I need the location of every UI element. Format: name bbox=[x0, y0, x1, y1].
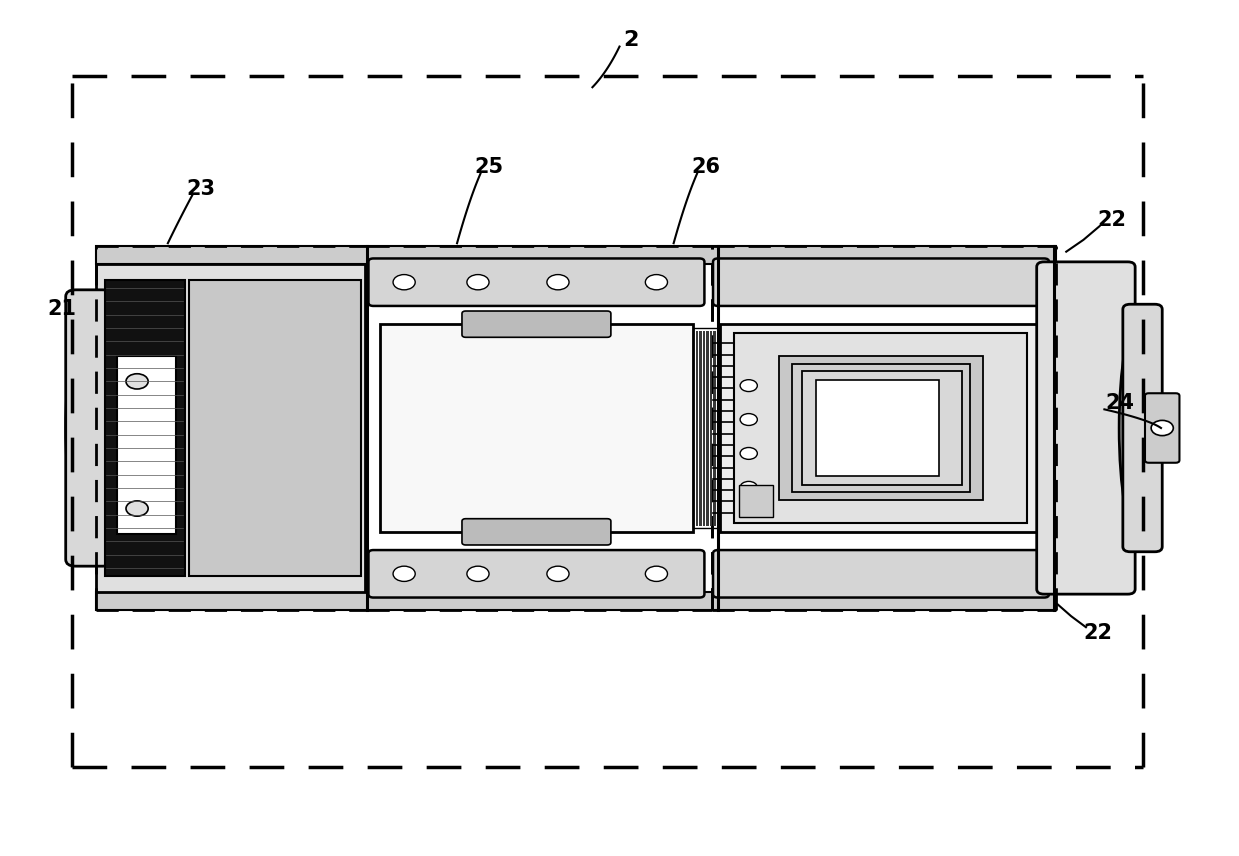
Bar bbox=[97, 265, 364, 591]
Bar bbox=[118, 356, 176, 534]
Text: 2: 2 bbox=[623, 30, 638, 50]
Ellipse shape bbox=[1119, 318, 1158, 538]
Circle shape bbox=[740, 413, 757, 425]
Bar bbox=[802, 372, 961, 484]
FancyBboxPatch shape bbox=[1145, 393, 1180, 463]
Text: 22: 22 bbox=[1083, 623, 1113, 643]
FancyBboxPatch shape bbox=[368, 259, 705, 306]
Bar bbox=[720, 324, 1041, 532]
FancyBboxPatch shape bbox=[368, 550, 705, 597]
Text: 24: 24 bbox=[1105, 393, 1135, 413]
Circle shape bbox=[393, 566, 415, 581]
Circle shape bbox=[467, 566, 489, 581]
Text: 21: 21 bbox=[47, 300, 77, 319]
Bar bbox=[817, 380, 939, 476]
Circle shape bbox=[740, 448, 757, 460]
Circle shape bbox=[393, 275, 415, 290]
Circle shape bbox=[646, 566, 668, 581]
FancyBboxPatch shape bbox=[1037, 262, 1135, 594]
Circle shape bbox=[546, 275, 569, 290]
Circle shape bbox=[740, 481, 757, 493]
Text: 23: 23 bbox=[186, 179, 216, 199]
Bar bbox=[379, 324, 694, 532]
Text: 25: 25 bbox=[475, 157, 503, 177]
FancyBboxPatch shape bbox=[66, 290, 113, 566]
Bar bbox=[188, 280, 361, 576]
FancyBboxPatch shape bbox=[462, 519, 611, 545]
Circle shape bbox=[126, 374, 149, 389]
Circle shape bbox=[467, 275, 489, 290]
Circle shape bbox=[546, 566, 569, 581]
Circle shape bbox=[740, 380, 757, 391]
FancyBboxPatch shape bbox=[712, 550, 1049, 597]
Bar bbox=[792, 365, 970, 491]
Bar bbox=[738, 484, 773, 517]
Bar bbox=[97, 246, 1057, 265]
Circle shape bbox=[126, 501, 149, 516]
FancyBboxPatch shape bbox=[462, 311, 611, 337]
Bar bbox=[694, 328, 717, 528]
Text: 26: 26 bbox=[691, 157, 720, 177]
Circle shape bbox=[1151, 420, 1173, 436]
Bar bbox=[105, 280, 185, 576]
Circle shape bbox=[646, 275, 668, 290]
Bar bbox=[779, 356, 983, 500]
Ellipse shape bbox=[66, 326, 103, 530]
Bar bbox=[733, 333, 1027, 523]
FancyBboxPatch shape bbox=[712, 259, 1049, 306]
Text: 22: 22 bbox=[1097, 211, 1126, 230]
FancyBboxPatch shape bbox=[1123, 304, 1162, 552]
Bar bbox=[97, 591, 1057, 610]
